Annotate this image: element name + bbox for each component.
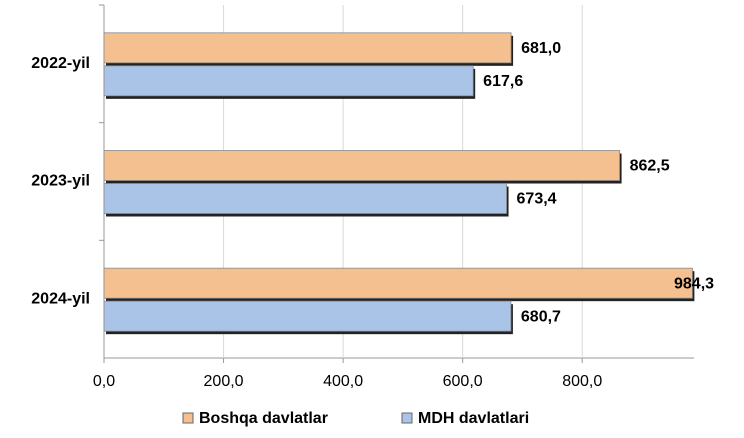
bar	[103, 65, 474, 97]
value-label: 617,6	[483, 73, 523, 90]
bar	[103, 267, 693, 299]
bar	[103, 32, 512, 64]
legend-label: MDH davlatlari	[418, 410, 529, 427]
bar	[103, 150, 620, 181]
y-tick-label: 2022-yil	[31, 55, 90, 72]
value-label: 680,7	[521, 308, 561, 325]
x-tick-label: 0,0	[93, 373, 115, 390]
bar	[103, 183, 507, 214]
value-label: 673,4	[517, 191, 557, 208]
x-tick-label: 200,0	[204, 373, 244, 390]
value-label: 862,5	[630, 158, 670, 175]
y-tick-label: 2023-yil	[31, 173, 90, 190]
value-label: 984,3	[674, 275, 714, 292]
x-tick-label: 400,0	[323, 373, 363, 390]
legend-swatch	[182, 412, 194, 424]
y-tick-label: 2024-yil	[31, 290, 90, 307]
legend-swatch	[401, 412, 413, 424]
bar	[103, 300, 512, 332]
value-label: 681,0	[521, 40, 561, 57]
x-tick-label: 600,0	[443, 373, 483, 390]
x-tick-label: 800,0	[562, 373, 602, 390]
legend-label: Boshqa davlatlar	[199, 410, 328, 427]
